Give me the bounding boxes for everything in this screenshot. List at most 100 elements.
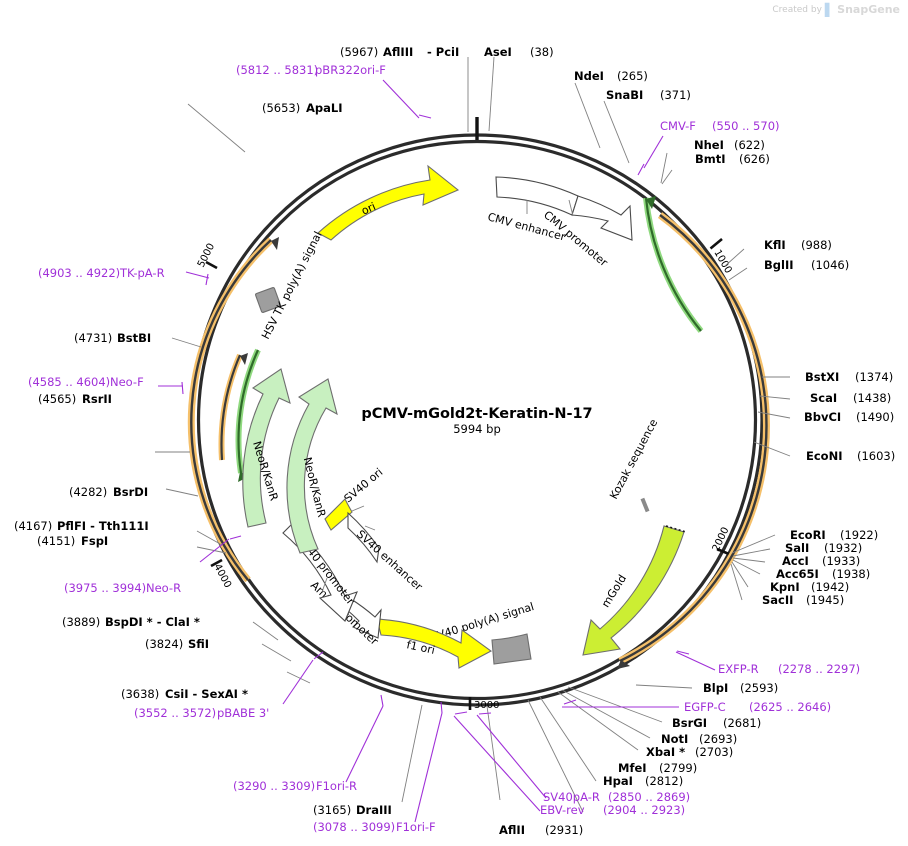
label-pos-scai: (1438) [853,391,891,405]
label-pos-blpi: (2593) [740,681,778,695]
label-enzyme-fspi: (4151) FspI [37,534,108,548]
label-pos-sacii: (1945) [806,593,844,607]
label-primer-pbabe3: (3552 .. 3572) pBABE 3' [134,706,269,720]
label-pos-rsrii: (4565) [38,392,76,406]
label-range-ebv-rev: (2904 .. 2923) [603,803,685,817]
label-pos-csii: (3638) [121,687,159,701]
label-primer-ebv-rev: EBV-rev (2904 .. 2923) [540,803,685,817]
orf-ring-neo [218,353,248,461]
label-name-tk-pa-r: TK-pA-R [119,266,165,280]
label-enzyme-bbvci: BbvCI (1490) [804,410,894,424]
label-name-apali: ApaLI [306,101,343,115]
feature-label-kozak: Kozak sequence [607,417,660,502]
label-name-sali: SalI [785,541,809,555]
label-name-fspi: FspI [81,534,108,548]
label-name-bstbi: BstBI [117,331,151,345]
label-name-hpai: HpaI [603,774,633,788]
label-primer-egfp-c: EGFP-C (2625 .. 2646) [684,700,831,714]
label-name-bstxi: BstXI [805,370,839,384]
label-enzyme-xbai: XbaI * (2703) [646,745,733,759]
label-range-exfp-r: (2278 .. 2297) [778,662,860,676]
label-name-econi: EcoNI [806,449,842,463]
watermark-prefix: Created by [772,4,822,15]
label-pos-nhei: (622) [734,138,765,152]
label-name-noti: NotI [661,732,688,746]
label-enzyme-pflfi: (4167) PflFI - Tth111I [14,519,149,533]
label-enzyme-sfii: (3824) SfiI [145,637,209,651]
label-pos-snabi: (371) [660,88,691,102]
feature-label-sv40-ori: SV40 ori [342,466,386,506]
label-enzyme-rsrii: (4565) RsrII [38,392,112,406]
label-enzyme-hpai: HpaI (2812) [603,774,683,788]
label-primer-f1ori-r: (3290 .. 3309) F1ori-R [233,779,357,793]
label-name-kpni: KpnI [770,580,800,594]
label-enzyme-bsrdi: (4282) BsrDI [69,485,148,499]
label-name-sacii: SacII [762,593,793,607]
label-name-nhei: NheI [694,138,724,152]
label-name-aflii: AflII [499,823,525,837]
label-range-sv40pa-r: (2850 .. 2869) [608,790,690,804]
label-range-neo-r: (3975 .. 3994) [64,581,146,595]
label-enzyme-kfli: KflI (988) [764,238,832,252]
label-name-ndei: NdeI [574,69,604,83]
label-pos-sfii: (3824) [145,637,183,651]
label-primer-neo-r: (3975 .. 3994) Neo-R [64,581,181,595]
label-name-acci: AccI [782,554,809,568]
label-name-ecori: EcoRI [790,528,826,542]
label-primer-neo-f: (4585 .. 4604) Neo-F [28,375,144,389]
label-name-afliii: AflIII [383,45,413,59]
label-enzyme-apali: (5653) ApaLI [262,101,343,115]
label-enzyme-ecori: EcoRI (1922) [790,528,878,542]
label-pos-bmti: (626) [739,152,770,166]
feature-sv40-promoter: SV40 promoter [282,524,358,622]
label-enzyme-sacii: SacII (1945) [762,593,844,607]
label-enzyme-scai: ScaI (1438) [810,391,891,405]
label-pos-fspi: (4151) [37,534,75,548]
label-name-bsrdi: BsrDI [113,485,148,499]
label-enzyme-kpni: KpnI (1942) [770,580,849,594]
label-enzyme-bspdi: (3889) BspDI * - ClaI * [62,615,200,629]
plasmid-size: 5994 bp [453,422,501,436]
label-enzyme-draiii: (3165) DraIII [313,803,392,817]
label-primer-exfp-r: EXFP-R (2278 .. 2297) [718,662,860,676]
label-enzyme-bstbi: (4731) BstBI [74,331,151,345]
label-primer-cmv-f: CMV-F (550 .. 570) [660,119,780,133]
label-name-bmti: BmtI [695,152,726,166]
label-enzyme-mfei: MfeI (2799) [618,761,697,775]
label-enzyme-acc65i: Acc65I (1938) [776,567,870,581]
label-pos-asei: (38) [530,45,554,59]
label-pos-sali: (1932) [824,541,862,555]
label-name-mfei: MfeI [618,761,647,775]
label-name-scai: ScaI [810,391,837,405]
label-enzyme-sali: SalI (1932) [785,541,862,555]
orf-ring-left [187,237,279,583]
label-enzyme-econi: EcoNI (1603) [806,449,895,463]
label-pos-bbvci: (1490) [856,410,894,424]
label-name-pflfi: PflFI - Tth111I [57,519,149,533]
label-name-f1ori-f: F1ori-F [396,820,436,834]
label-pos-acci: (1933) [822,554,860,568]
label-enzyme-ndei: NdeI (265) [574,69,648,83]
feature-kozak: Kozak sequence [607,417,660,513]
label-primer-f1ori-f: (3078 .. 3099) F1ori-F [313,820,436,834]
label-primer-tk-pa-r: (4903 .. 4922) TK-pA-R [38,266,165,280]
label-enzyme-blpi: BlpI (2593) [703,681,778,695]
label-pos-bglii: (1046) [811,258,849,272]
label-range-tk-pa-r: (4903 .. 4922) [38,266,120,280]
label-name-neo-f: Neo-F [110,375,144,389]
label-name-exfp-r: EXFP-R [718,662,759,676]
tick-label-3000: 3000 [474,700,499,711]
label-name-xbai: XbaI * [646,745,685,759]
feature-ori: ori [317,164,460,241]
label-name-pbabe3: pBABE 3' [217,706,269,720]
label-name-ebv-rev: EBV-rev [540,803,585,817]
label-pos-bstxi: (1374) [855,370,893,384]
label-range-f1ori-r: (3290 .. 3309) [233,779,315,793]
leader-lines [155,56,791,813]
label-pos-afliii: (5967) [340,45,378,59]
label-name-draiii: DraIII [356,803,392,817]
label-enzyme-bmti: BmtI (626) [695,152,770,166]
label-pos-bstbi: (4731) [74,331,112,345]
feature-f1-ori: f1 ori [376,618,493,669]
label-pos-draiii: (3165) [313,803,351,817]
